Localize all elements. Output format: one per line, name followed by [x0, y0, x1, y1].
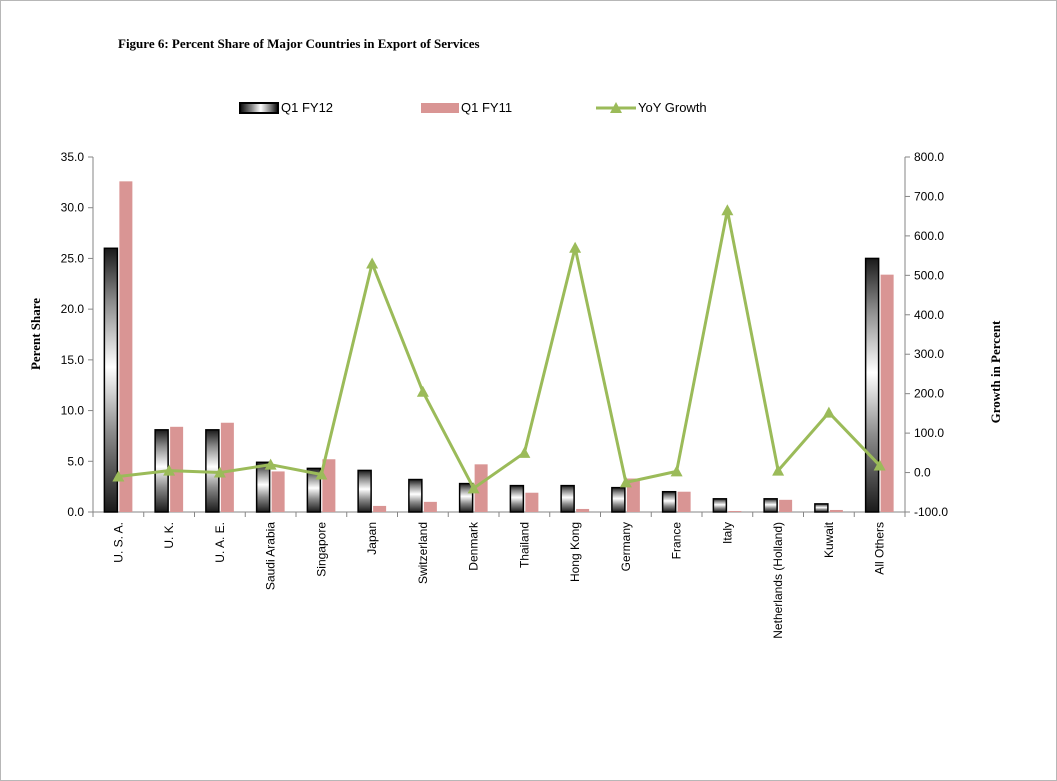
x-tick-label: U. K.	[162, 522, 176, 549]
bar-q1-fy11	[220, 422, 234, 512]
point-yoy-growth	[569, 241, 582, 253]
chart-title: Figure 6: Percent Share of Major Countri…	[118, 36, 480, 51]
bar-q1-fy12	[509, 484, 525, 513]
point-yoy-growth	[264, 458, 277, 470]
legend-swatch-q1-fy12	[239, 101, 279, 114]
bar-q1-fy11	[728, 510, 742, 512]
bar-q1-fy11	[677, 491, 691, 512]
x-tick-label: Saudi Arabia	[264, 522, 278, 590]
x-tick-label: Japan	[365, 522, 379, 555]
bar-q1-fy11	[119, 181, 133, 513]
legend-swatch-q1-fy11	[421, 102, 459, 113]
point-yoy-growth	[772, 464, 785, 476]
bar-q1-fy12	[560, 484, 575, 513]
x-tick-label: Hong Kong	[568, 522, 582, 582]
x-tick-label: U. A. E.	[213, 522, 227, 563]
bar-q1-fy11	[525, 492, 539, 512]
bar-q1-fy12	[814, 503, 829, 513]
bar-q1-fy11	[829, 509, 843, 512]
x-tick-label: U. S. A.	[111, 522, 125, 563]
bar-q1-fy11	[880, 274, 894, 512]
y2-tick-label: 700.0	[914, 189, 944, 203]
bar-q1-fy12	[408, 478, 423, 513]
legend: Q1 FY12 Q1 FY11 YoY Growth	[0, 100, 1057, 120]
x-tick-label: Denmark	[467, 521, 481, 571]
x-tick-label: Kuwait	[822, 521, 836, 558]
bar-q1-fy11	[779, 499, 793, 512]
bar-q1-fy12	[103, 247, 119, 513]
legend-item-yoy-growth: YoY Growth	[596, 100, 707, 115]
point-yoy-growth	[213, 466, 226, 478]
x-tick-label: Switzerland	[416, 522, 430, 584]
bar-q1-fy11	[271, 471, 285, 512]
point-yoy-growth	[416, 385, 429, 397]
point-yoy-growth	[467, 482, 480, 494]
bar-q1-fy12	[255, 461, 271, 513]
y2-tick-label: 100.0	[914, 426, 944, 440]
y-tick-label: 15.0	[61, 353, 85, 367]
bar-q1-fy11	[373, 505, 387, 512]
point-yoy-growth	[822, 406, 835, 418]
point-yoy-growth	[670, 465, 683, 477]
y2-tick-label: -100.0	[914, 505, 948, 519]
y-tick-label: 10.0	[61, 404, 85, 418]
point-yoy-growth	[721, 204, 734, 216]
bar-q1-fy12	[661, 490, 677, 513]
y-tick-label: 30.0	[61, 201, 85, 215]
bar-q1-fy12	[611, 486, 626, 513]
y2-tick-label: 0.0	[914, 466, 931, 480]
bar-q1-fy12	[864, 257, 880, 513]
bar-q1-fy11	[423, 501, 437, 512]
point-yoy-growth	[518, 446, 531, 458]
y-tick-label: 25.0	[61, 251, 85, 265]
bar-q1-fy11	[474, 464, 488, 512]
legend-label-q1-fy12: Q1 FY12	[281, 100, 334, 115]
line-yoy-growth	[118, 208, 881, 490]
bar-q1-fy11	[322, 459, 336, 512]
x-tick-label: Singapore	[314, 522, 328, 577]
y-tick-label: 0.0	[67, 505, 84, 519]
bar-q1-fy12	[357, 469, 372, 513]
legend-item-q1-fy11: Q1 FY11	[421, 100, 512, 115]
y-tick-label: 5.0	[67, 454, 84, 468]
point-yoy-growth	[873, 459, 886, 471]
bar-q1-fy11	[576, 508, 590, 512]
point-yoy-growth	[366, 257, 379, 269]
y2-tick-label: 600.0	[914, 229, 944, 243]
x-tick-label: Netherlands (Holland)	[771, 522, 785, 639]
point-yoy-growth	[112, 470, 125, 482]
x-tick-label: Italy	[720, 522, 734, 544]
x-tick-label: Thailand	[517, 522, 531, 568]
y2-tick-label: 300.0	[914, 347, 944, 361]
y2-tick-label: 800.0	[914, 150, 944, 164]
x-tick-label: Germany	[619, 522, 633, 571]
y-tick-label: 35.0	[61, 150, 85, 164]
y2-axis-title: Growth in Percent	[988, 320, 1003, 423]
y-axis-title: Perent Share	[28, 298, 43, 370]
legend-label-yoy-growth: YoY Growth	[638, 100, 707, 115]
point-yoy-growth	[163, 464, 176, 476]
x-tick-label: All Others	[873, 522, 887, 575]
y2-tick-label: 400.0	[914, 308, 944, 322]
legend-swatch-yoy-growth	[596, 101, 636, 113]
y2-tick-label: 500.0	[914, 268, 944, 282]
point-yoy-growth	[315, 468, 328, 480]
bar-q1-fy12	[712, 498, 728, 513]
legend-item-q1-fy12: Q1 FY12	[239, 100, 333, 115]
point-yoy-growth	[619, 476, 632, 488]
y-tick-label: 20.0	[61, 302, 85, 316]
y2-tick-label: 200.0	[914, 387, 944, 401]
x-tick-label: France	[670, 522, 684, 560]
legend-label-q1-fy11: Q1 FY11	[461, 100, 513, 115]
bar-q1-fy12	[763, 498, 778, 513]
